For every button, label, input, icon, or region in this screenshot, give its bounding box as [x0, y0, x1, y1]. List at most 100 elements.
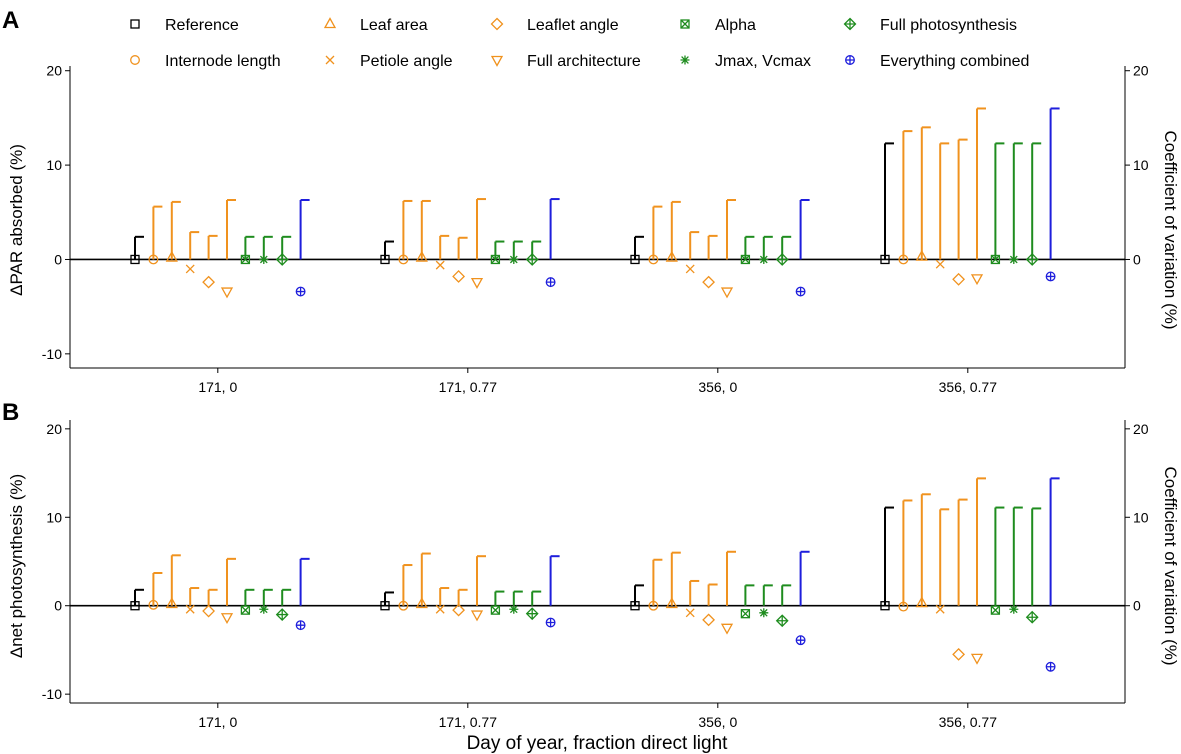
legend-marker-alpha-icon: [680, 19, 690, 29]
cv-bar-alpha: [244, 588, 255, 606]
y-axis-title-right: Coefficient of variation (%): [1161, 130, 1180, 329]
cv-bar-everything-combined: [1049, 477, 1060, 606]
cv-bar-leaflet-angle: [707, 234, 718, 260]
point-jmax-vcmax: [759, 254, 769, 264]
x-tick-label: 171, 0.77: [439, 379, 498, 395]
legend-marker-leaf-area-icon: [323, 17, 337, 29]
cv-bar-full-architecture: [476, 555, 486, 606]
point-full-architecture: [720, 623, 734, 635]
cv-bar-leaflet-angle: [207, 588, 218, 606]
legend-marker-leaflet-angle-icon: [490, 17, 504, 31]
point-internode-length: [898, 601, 909, 612]
cv-bar-internode-length: [902, 130, 913, 260]
point-petiole-angle: [435, 604, 445, 614]
cv-bar-full-architecture: [226, 199, 236, 260]
cv-bar-everything-combined: [549, 555, 560, 606]
point-full-photosynthesis: [1025, 253, 1039, 266]
point-leaf-area: [915, 596, 928, 608]
y-tick-label-left: 20: [46, 421, 62, 437]
cv-bar-everything-combined: [799, 550, 810, 606]
point-leaflet-angle: [452, 603, 466, 617]
legend-marker-petiole-angle-icon: [325, 55, 335, 65]
point-full-photosynthesis: [775, 253, 789, 266]
point-petiole-angle: [685, 608, 695, 618]
legend-item-everything-combined: Everything combined: [845, 53, 1029, 70]
legend: Reference Internode length Leaf area Petiol…: [130, 17, 1029, 70]
panel-label-a: A: [2, 7, 19, 34]
cv-bar-leaflet-angle: [957, 498, 968, 606]
point-full-photosynthesis: [525, 253, 539, 266]
point-leaf-area: [165, 597, 178, 609]
cv-bar-leaf-area: [420, 552, 431, 606]
legend-label: Alpha: [715, 17, 756, 34]
point-full-photosynthesis: [275, 608, 289, 621]
cv-bar-reference: [384, 591, 394, 606]
y-tick-label-left: 0: [54, 598, 62, 614]
cv-bar-alpha: [994, 506, 1005, 606]
cv-bar-full-photosynthesis: [781, 584, 792, 606]
point-alpha: [240, 605, 251, 615]
point-petiole-angle: [435, 260, 445, 270]
legend-item-alpha: Alpha: [680, 17, 756, 34]
point-internode-length: [398, 600, 409, 611]
cv-bar-everything-combined: [1049, 107, 1060, 260]
point-jmax-vcmax: [1009, 254, 1019, 264]
point-full-architecture: [470, 277, 484, 289]
cv-bar-alpha: [744, 584, 755, 606]
legend-item-petiole-angle: Petiole angle: [325, 53, 453, 70]
cv-bar-leaf-area: [920, 493, 931, 606]
cv-bar-jmax-vcmax: [262, 588, 273, 606]
legend-label: Full photosynthesis: [880, 17, 1017, 34]
legend-marker-full-photosynthesis-icon: [843, 17, 857, 31]
y-tick-label-right: 20: [1133, 421, 1149, 437]
point-alpha: [490, 605, 501, 615]
x-tick-label: 171, 0: [198, 714, 237, 730]
panel-label-b: B: [2, 399, 19, 426]
legend-label: Leaf area: [360, 17, 428, 34]
cv-bar-full-photosynthesis: [531, 590, 542, 606]
cv-bar-alpha: [494, 240, 505, 260]
y-tick-label-left: 10: [46, 157, 62, 173]
legend-label: Jmax, Vcmax: [715, 53, 811, 70]
y-tick-label-right: 0: [1133, 598, 1141, 614]
cv-bar-petiole-angle: [439, 587, 450, 606]
point-leaflet-angle: [202, 604, 216, 618]
point-full-architecture: [220, 613, 234, 625]
cv-bar-jmax-vcmax: [1012, 506, 1023, 606]
cv-bar-full-architecture: [476, 198, 486, 260]
cv-bar-leaf-area: [670, 200, 681, 260]
point-internode-length: [648, 254, 659, 265]
point-reference: [630, 601, 640, 611]
cv-bar-internode-length: [902, 499, 913, 606]
cv-bar-internode-length: [652, 205, 663, 260]
point-leaf-area: [415, 250, 428, 262]
point-internode-length: [898, 254, 909, 265]
legend-item-leaf-area: Leaf area: [323, 17, 428, 34]
cv-bar-jmax-vcmax: [762, 235, 773, 260]
legend-label: Internode length: [165, 53, 281, 70]
legend-label: Petiole angle: [360, 53, 453, 70]
point-jmax-vcmax: [759, 608, 769, 618]
y-tick-label-left: 10: [46, 509, 62, 525]
cv-bar-internode-length: [402, 199, 413, 260]
cv-bar-leaflet-angle: [457, 588, 468, 606]
cv-bar-jmax-vcmax: [512, 240, 523, 260]
point-full-architecture: [220, 287, 234, 299]
legend-item-jmax-vcmax: Jmax, Vcmax: [680, 53, 811, 70]
legend-label: Reference: [165, 17, 239, 34]
y-axis-title-right: Coefficient of variation (%): [1161, 466, 1180, 665]
point-full-architecture: [470, 610, 484, 622]
point-leaf-area: [915, 249, 928, 261]
x-axis-title: Day of year, fraction direct light: [467, 733, 729, 754]
y-tick-label-left: 0: [54, 251, 62, 267]
point-everything-combined: [295, 620, 306, 631]
cv-bar-petiole-angle: [689, 579, 700, 606]
legend-marker-jmax-vcmax-icon: [680, 55, 690, 65]
point-everything-combined: [1045, 661, 1056, 672]
cv-bar-alpha: [494, 590, 505, 606]
x-tick-label: 356, 0: [698, 714, 737, 730]
legend-label: Full architecture: [527, 53, 641, 70]
cv-bar-petiole-angle: [189, 231, 200, 260]
point-petiole-angle: [935, 604, 945, 614]
